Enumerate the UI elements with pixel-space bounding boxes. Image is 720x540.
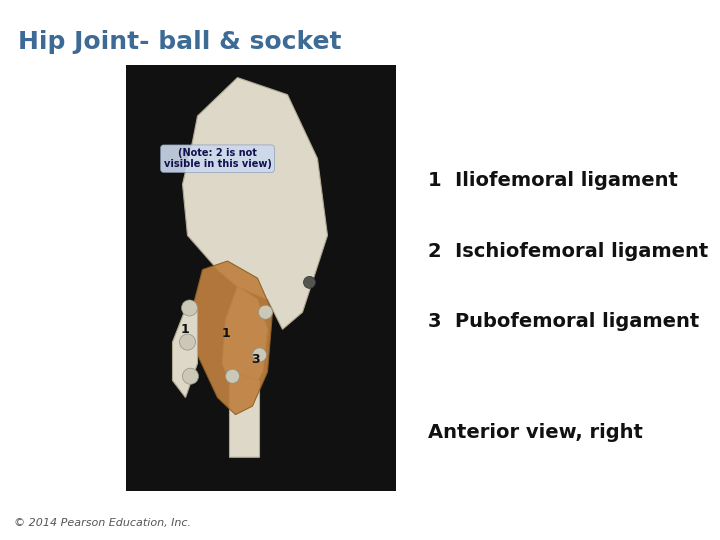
Text: Hip Joint- ball & socket: Hip Joint- ball & socket [18, 30, 341, 54]
Text: 1: 1 [180, 323, 189, 336]
Circle shape [304, 276, 315, 288]
Circle shape [258, 305, 272, 319]
Text: 3: 3 [251, 353, 260, 366]
Circle shape [253, 348, 266, 362]
Circle shape [181, 300, 197, 316]
Circle shape [225, 369, 240, 383]
Text: 1: 1 [221, 327, 230, 340]
Circle shape [179, 334, 196, 350]
Polygon shape [192, 261, 272, 415]
Polygon shape [230, 372, 259, 457]
Text: 1  Iliofemoral ligament: 1 Iliofemoral ligament [428, 171, 678, 191]
Polygon shape [182, 78, 328, 329]
Polygon shape [222, 287, 268, 397]
Text: Anterior view, right: Anterior view, right [428, 422, 643, 442]
Text: (Note: 2 is not
visible in this view): (Note: 2 is not visible in this view) [163, 148, 271, 170]
Text: 2  Ischiofemoral ligament: 2 Ischiofemoral ligament [428, 241, 708, 261]
Circle shape [182, 368, 199, 384]
Text: © 2014 Pearson Education, Inc.: © 2014 Pearson Education, Inc. [14, 518, 191, 528]
Polygon shape [173, 303, 197, 397]
Text: 3  Pubofemoral ligament: 3 Pubofemoral ligament [428, 312, 700, 331]
Bar [126, 65, 396, 491]
